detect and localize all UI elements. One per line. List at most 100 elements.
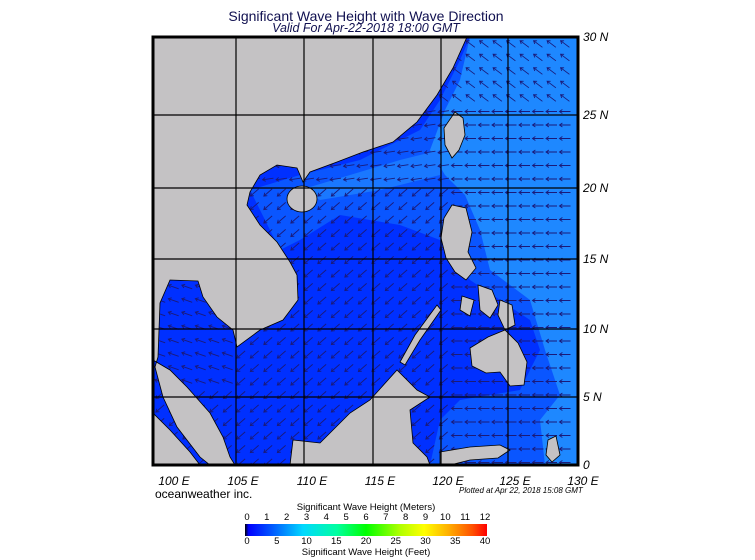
wave-direction-arrow	[263, 377, 273, 386]
wave-direction-arrow	[545, 338, 557, 344]
wave-direction-arrow	[558, 419, 571, 425]
wave-direction-arrow	[425, 202, 435, 211]
wave-direction-arrow	[546, 40, 557, 48]
wave-direction-arrow	[263, 337, 273, 346]
wave-direction-arrow	[330, 229, 340, 238]
wave-direction-arrow	[236, 418, 246, 427]
wave-direction-arrow	[330, 242, 340, 251]
wave-direction-arrow	[330, 202, 340, 211]
wave-direction-arrow	[384, 242, 394, 251]
wave-direction-arrow	[558, 230, 571, 236]
wave-direction-arrow	[384, 215, 394, 224]
wave-direction-arrow	[477, 379, 490, 384]
land-mindanao	[469, 329, 528, 387]
wave-direction-arrow	[263, 215, 273, 224]
wave-direction-arrow	[317, 418, 327, 427]
wave-direction-arrow	[208, 364, 220, 371]
wave-direction-arrow	[194, 351, 206, 357]
wave-direction-arrow	[398, 310, 408, 319]
wave-direction-arrow	[491, 190, 503, 195]
wave-direction-arrow	[344, 283, 354, 292]
sea-zone-light	[430, 37, 578, 465]
legend-meters-tick: 3	[303, 512, 310, 523]
wave-direction-arrow	[545, 365, 557, 371]
wave-direction-arrow	[545, 122, 557, 128]
wave-direction-arrow	[425, 404, 435, 413]
wave-direction-arrow	[518, 190, 530, 195]
latitude-label: 0	[583, 458, 590, 472]
wave-direction-arrow	[450, 109, 463, 114]
wave-direction-arrow	[384, 256, 394, 265]
wave-direction-arrow	[317, 350, 327, 359]
wave-direction-arrow	[249, 431, 259, 440]
wave-direction-arrow	[290, 310, 300, 319]
wave-direction-arrow	[384, 310, 394, 319]
wave-direction-arrow	[317, 310, 327, 319]
wave-direction-arrow	[477, 271, 490, 276]
wave-direction-arrow	[545, 284, 557, 290]
wave-direction-arrow	[464, 365, 476, 371]
wave-direction-arrow	[477, 203, 490, 209]
wave-direction-arrow	[558, 176, 571, 182]
wave-direction-arrow	[411, 364, 421, 373]
wave-direction-arrow	[398, 283, 408, 292]
wave-direction-arrow	[344, 404, 354, 413]
wave-direction-arrow	[491, 419, 503, 425]
wave-direction-arrow	[411, 229, 421, 238]
wave-direction-arrow	[317, 283, 327, 292]
wave-direction-arrow	[464, 176, 476, 182]
wave-direction-arrow	[531, 352, 544, 357]
wave-direction-arrow	[518, 136, 530, 141]
wave-direction-arrow	[558, 149, 571, 155]
wave-direction-arrow	[249, 337, 259, 346]
wave-direction-arrow	[357, 229, 367, 238]
wave-direction-arrow	[329, 163, 342, 169]
legend-feet-tick: 5	[274, 536, 280, 547]
wave-direction-arrow	[249, 377, 259, 386]
wave-direction-arrow	[342, 177, 355, 182]
wave-direction-arrow	[357, 337, 367, 346]
legend-feet-tick: 15	[330, 536, 342, 547]
wave-direction-arrow	[357, 296, 367, 305]
wave-direction-arrow	[344, 377, 354, 386]
legend-meters-tick: 11	[460, 512, 471, 523]
latitude-label: 15 N	[583, 252, 609, 266]
wave-direction-arrow	[531, 446, 544, 452]
wave-direction-arrow	[531, 406, 544, 411]
wave-direction-arrow	[222, 404, 232, 413]
wave-direction-arrow	[477, 109, 490, 114]
wave-direction-arrow	[290, 350, 300, 359]
wave-direction-arrow	[167, 337, 179, 344]
wave-direction-arrow	[357, 310, 367, 319]
wave-direction-arrow	[344, 269, 354, 278]
legend-feet-tick: 30	[420, 536, 431, 547]
wave-direction-arrow	[491, 406, 503, 411]
wave-direction-arrow	[464, 406, 476, 411]
wave-direction-arrow	[518, 122, 530, 128]
wave-direction-arrow	[451, 80, 462, 89]
wave-direction-arrow	[492, 53, 503, 62]
wave-direction-arrow	[384, 188, 394, 197]
wave-direction-arrow	[167, 351, 179, 357]
wave-direction-arrow	[519, 40, 530, 48]
wave-direction-arrow	[558, 406, 571, 411]
wave-direction-arrow	[518, 176, 530, 182]
wave-direction-arrow	[330, 377, 340, 386]
wave-direction-arrow	[410, 150, 423, 155]
wave-direction-arrow	[531, 217, 544, 222]
wave-direction-arrow	[357, 256, 367, 265]
wave-direction-arrow	[276, 404, 286, 413]
wave-direction-arrow	[477, 230, 490, 236]
wave-direction-arrow	[317, 256, 327, 265]
wave-direction-arrow	[491, 244, 503, 249]
legend-meters-tick: 12	[479, 512, 491, 523]
wave-direction-arrow	[558, 203, 571, 209]
wave-direction-arrow	[290, 242, 300, 251]
land-hainan	[286, 185, 318, 213]
wave-direction-arrow	[559, 40, 570, 48]
legend-meters-title: Significant Wave Height (Meters)	[296, 502, 436, 513]
wave-direction-arrow	[357, 188, 367, 197]
wave-direction-arrow	[437, 177, 450, 182]
wave-direction-arrow	[222, 418, 232, 427]
wave-direction-arrow	[290, 215, 300, 224]
